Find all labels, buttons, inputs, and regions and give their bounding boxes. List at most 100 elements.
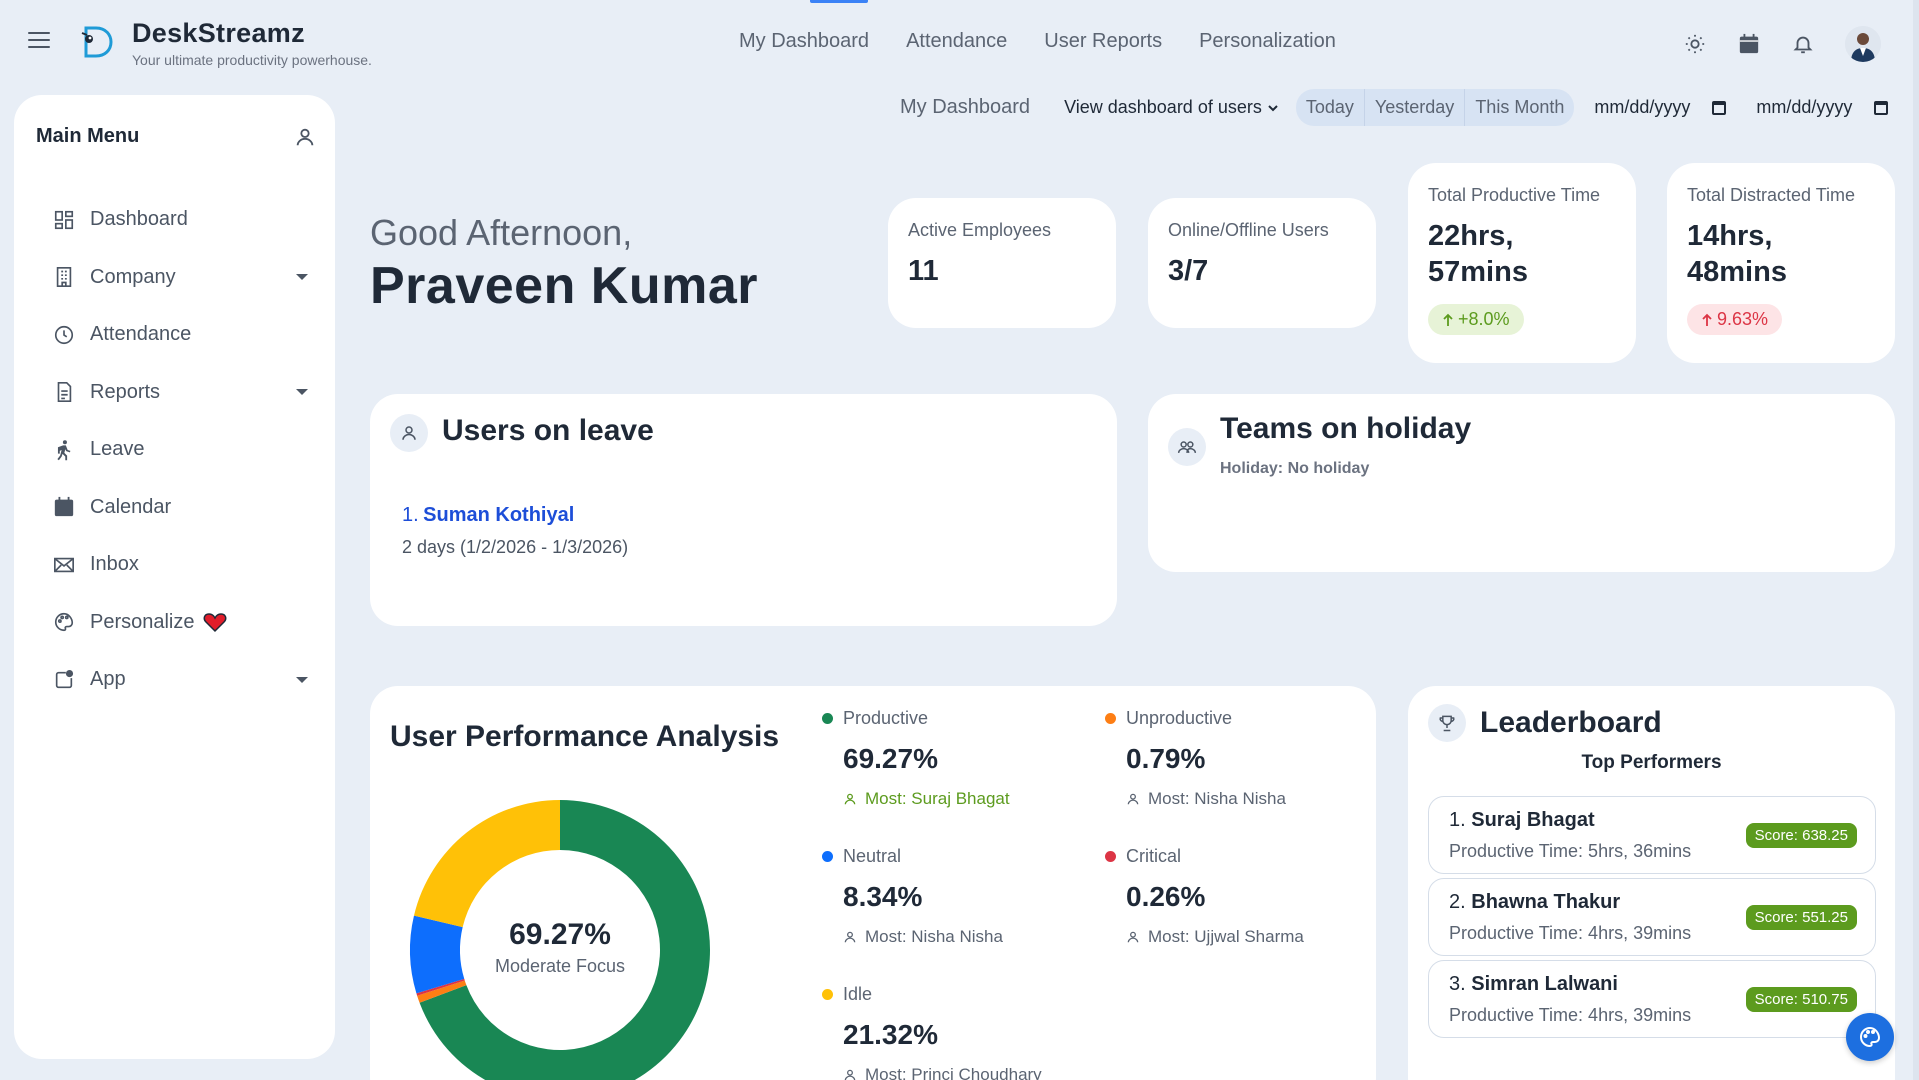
stat-value: 22hrs, 57mins <box>1428 218 1616 290</box>
grid-icon <box>52 208 76 232</box>
caret-down-icon[interactable] <box>296 274 308 281</box>
arrow-up-icon <box>1443 313 1453 326</box>
score-badge: Score: 551.25 <box>1745 905 1857 930</box>
stat-value: 3/7 <box>1168 255 1209 287</box>
topnav-attendance[interactable]: Attendance <box>906 30 1008 52</box>
metric-productive: Productive 69.27% Most: Suraj Bhagat <box>822 708 1082 809</box>
metric-name: Idle <box>843 984 873 1004</box>
leaderboard-entry-name: 3. Simran Lalwani <box>1449 973 1618 995</box>
sidebar-item-label: Company <box>90 265 176 288</box>
teams-on-holiday-title: Teams on holiday <box>1220 412 1472 445</box>
change-value: 9.63% <box>1717 309 1769 329</box>
sidebar-item-reports[interactable]: Reports <box>52 364 312 422</box>
metric-most-user: Most: Nisha Nisha <box>1148 789 1286 808</box>
arrow-up-icon <box>1702 313 1712 326</box>
user-icon <box>844 931 856 943</box>
leaderboard-entry[interactable]: 1. Suraj Bhagat Productive Time: 5hrs, 3… <box>1428 796 1876 874</box>
user-icon[interactable] <box>294 126 316 148</box>
sidebar-menu: Dashboard Company Attendance Reports Lea… <box>52 191 312 709</box>
metric-most: Most: Princi Choudhary <box>843 1065 1082 1080</box>
calendar-picker-icon[interactable] <box>1874 100 1889 115</box>
leaderboard-subtitle: Top Performers <box>1581 752 1722 773</box>
leaderboard-entry[interactable]: 2. Bhawna Thakur Productive Time: 4hrs, … <box>1428 878 1876 956</box>
metric-value: 0.79% <box>1126 743 1206 774</box>
caret-down-icon[interactable] <box>296 389 308 396</box>
user-icon <box>390 414 428 452</box>
metric-most-user: Most: Ujjwal Sharma <box>1148 927 1304 946</box>
sidebar-item-calendar[interactable]: Calendar <box>52 479 312 537</box>
donut-slice-productive[interactable] <box>419 800 710 1080</box>
building-icon <box>52 265 76 289</box>
donut-slice-critical[interactable] <box>416 978 465 996</box>
sidebar-item-attendance[interactable]: Attendance <box>52 306 312 364</box>
users-on-leave-title: Users on leave <box>442 414 654 447</box>
sun-icon[interactable] <box>1683 32 1707 56</box>
topnav-user-reports[interactable]: User Reports <box>1044 30 1163 52</box>
sidebar-item-label: Inbox <box>90 553 139 576</box>
sidebar-item-personalize[interactable]: Personalize <box>52 594 312 652</box>
stat-card-active-employees: Active Employees 11 <box>888 198 1116 328</box>
greeting-name: Praveen Kumar <box>370 257 759 315</box>
palette-icon <box>52 610 76 634</box>
view-users-select[interactable]: View dashboard of users <box>1064 97 1280 118</box>
metric-neutral: Neutral 8.34% Most: Nisha Nisha <box>822 846 1082 947</box>
metric-name: Neutral <box>843 846 902 866</box>
calendar-icon[interactable] <box>1737 32 1761 56</box>
walking-icon <box>52 438 76 462</box>
leaderboard-entry[interactable]: 3. Simran Lalwani Productive Time: 4hrs,… <box>1428 960 1876 1038</box>
metric-critical: Critical 0.26% Most: Ujjwal Sharma <box>1105 846 1365 947</box>
caret-down-icon[interactable] <box>296 676 308 683</box>
avatar[interactable] <box>1845 26 1881 62</box>
sidebar-item-company[interactable]: Company <box>52 249 312 307</box>
view-users-select-label: View dashboard of users <box>1064 97 1262 117</box>
brand: DeskStreamz Your ultimate productivity p… <box>132 18 372 68</box>
leave-user-name[interactable]: Suman Kothiyal <box>423 504 575 526</box>
performance-donut-chart <box>410 800 710 1080</box>
donut-slice-unproductive[interactable] <box>417 980 467 1003</box>
leaderboard-title: Leaderboard <box>1480 706 1662 739</box>
date-from-placeholder: mm/dd/yyyy <box>1594 97 1691 117</box>
sidebar-item-dashboard[interactable]: Dashboard <box>52 191 312 249</box>
leave-entry: 1. Suman Kothiyal 2 days (1/2/2026 - 1/3… <box>402 504 628 558</box>
range-today[interactable]: Today <box>1296 89 1365 126</box>
chevron-down-icon <box>1268 104 1278 111</box>
metric-idle: Idle 21.32% Most: Princi Choudhary <box>822 984 1082 1080</box>
date-to-input[interactable]: mm/dd/yyyy <box>1756 97 1889 118</box>
stat-value-line2: 48mins <box>1687 256 1787 288</box>
stat-card-productive-time: Total Productive Time 22hrs, 57mins +8.0… <box>1408 163 1636 363</box>
stat-value: 14hrs, 48mins <box>1687 218 1875 290</box>
date-from-input[interactable]: mm/dd/yyyy <box>1594 97 1727 118</box>
donut-slice-idle[interactable] <box>413 800 560 928</box>
heart-icon <box>203 613 226 633</box>
hamburger-menu-icon[interactable] <box>28 32 50 48</box>
sidebar-item-inbox[interactable]: Inbox <box>52 536 312 594</box>
sidebar-item-label: Leave <box>90 438 145 461</box>
range-this-month[interactable]: This Month <box>1475 97 1565 117</box>
stat-label: Online/Offline Users <box>1168 220 1329 240</box>
calendar-picker-icon[interactable] <box>1712 100 1727 115</box>
range-yesterday[interactable]: Yesterday <box>1365 89 1466 126</box>
topnav-my-dashboard[interactable]: My Dashboard <box>739 30 870 52</box>
top-navigation: My Dashboard Attendance User Reports Per… <box>739 30 1336 53</box>
top-bar: DeskStreamz Your ultimate productivity p… <box>0 0 1919 84</box>
app-icon <box>52 668 76 692</box>
change-value: +8.0% <box>1458 309 1510 329</box>
legend-dot <box>822 713 833 724</box>
metric-most-user: Most: Suraj Bhagat <box>865 789 1010 808</box>
page-scrollbar[interactable] <box>1913 0 1919 1080</box>
sidebar-item-app[interactable]: App <box>52 651 312 709</box>
sidebar-header: Main Menu <box>36 125 316 148</box>
topnav-personalization[interactable]: Personalization <box>1199 30 1336 52</box>
bell-icon[interactable] <box>1791 32 1815 56</box>
teams-on-holiday-card: Teams on holiday Holiday: No holiday <box>1148 394 1895 572</box>
metric-most: Most: Suraj Bhagat <box>843 789 1082 809</box>
stat-label: Total Distracted Time <box>1687 185 1856 205</box>
sidebar-item-leave[interactable]: Leave <box>52 421 312 479</box>
score-badge: Score: 638.25 <box>1745 823 1857 848</box>
leaderboard-entry-name: 2. Bhawna Thakur <box>1449 891 1621 913</box>
filter-title: My Dashboard <box>900 96 1031 118</box>
metric-value: 21.32% <box>843 1019 938 1050</box>
theme-palette-button[interactable] <box>1846 1013 1894 1061</box>
donut-slice-neutral[interactable] <box>410 915 465 994</box>
stat-value-line2: 57mins <box>1428 256 1528 288</box>
